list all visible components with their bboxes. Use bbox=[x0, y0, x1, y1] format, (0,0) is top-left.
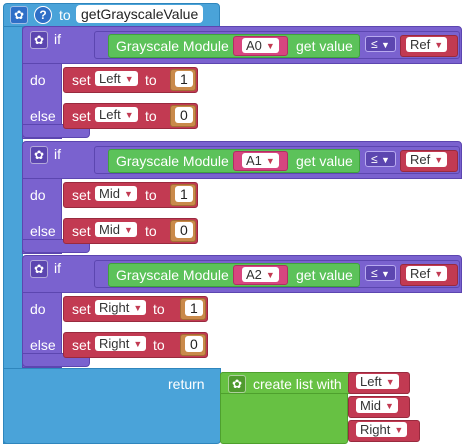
get-value-label: get value bbox=[296, 267, 353, 283]
ref-value: Ref bbox=[410, 266, 431, 281]
dropdown-arrow-icon: ▼ bbox=[124, 109, 134, 120]
set-variable-dropdown[interactable]: Mid ▼ bbox=[95, 186, 137, 201]
number-field[interactable]: 0 bbox=[185, 336, 203, 352]
if-label: if bbox=[54, 260, 61, 276]
dropdown-arrow-icon: ▼ bbox=[265, 155, 275, 166]
dropdown-arrow-icon: ▼ bbox=[265, 269, 275, 280]
operator-value: ≤ bbox=[371, 266, 378, 280]
list-item-dropdown[interactable]: Right ▼ bbox=[356, 422, 408, 437]
get-value-label: get value bbox=[296, 38, 353, 54]
list-item-name: Right bbox=[360, 422, 391, 437]
dropdown-arrow-icon: ▼ bbox=[434, 268, 444, 279]
dropdown-arrow-icon: ▼ bbox=[133, 338, 143, 349]
to-label: to bbox=[153, 301, 165, 317]
dropdown-arrow-icon: ▼ bbox=[380, 155, 390, 165]
list-item-name: Mid bbox=[360, 398, 381, 413]
if-label: if bbox=[54, 146, 61, 162]
dropdown-arrow-icon: ▼ bbox=[123, 224, 133, 235]
set-label: set bbox=[72, 223, 91, 239]
number-field[interactable]: 1 bbox=[175, 186, 193, 202]
pin-value: A2 bbox=[246, 267, 262, 282]
ref-dropdown[interactable]: Ref ▼ bbox=[406, 152, 448, 167]
operator-value: ≤ bbox=[371, 37, 378, 51]
list-gear-icon[interactable]: ✿ bbox=[228, 375, 246, 393]
procedure-keyword: to bbox=[59, 7, 71, 23]
number-field[interactable]: 1 bbox=[175, 71, 193, 87]
variable-name: Mid bbox=[99, 222, 120, 237]
pin-value: A0 bbox=[246, 38, 262, 53]
variable-name: Right bbox=[99, 300, 130, 315]
to-label: to bbox=[153, 337, 165, 353]
pin-dropdown[interactable]: A0 ▼ bbox=[242, 38, 279, 53]
set-variable-dropdown[interactable]: Mid ▼ bbox=[95, 222, 137, 237]
pin-dropdown[interactable]: A1 ▼ bbox=[242, 153, 279, 168]
grayscale-module-label: Grayscale Module bbox=[116, 267, 229, 283]
else-label: else bbox=[30, 223, 56, 239]
set-label: set bbox=[72, 187, 91, 203]
return-label: return bbox=[168, 376, 205, 392]
do-label: do bbox=[30, 72, 46, 88]
ref-value: Ref bbox=[410, 152, 431, 167]
list-item-dropdown[interactable]: Mid ▼ bbox=[356, 398, 398, 413]
variable-name: Right bbox=[99, 336, 130, 351]
set-label: set bbox=[72, 337, 91, 353]
number-field[interactable]: 1 bbox=[185, 300, 203, 316]
to-label: to bbox=[145, 72, 157, 88]
dropdown-arrow-icon: ▼ bbox=[124, 73, 134, 84]
procedure-gear-icon[interactable]: ✿ bbox=[10, 6, 28, 24]
grayscale-module-label: Grayscale Module bbox=[116, 153, 229, 169]
set-label: set bbox=[72, 72, 91, 88]
dropdown-arrow-icon: ▼ bbox=[434, 39, 444, 50]
to-label: to bbox=[145, 108, 157, 124]
if-gear-icon[interactable]: ✿ bbox=[30, 31, 48, 49]
dropdown-arrow-icon: ▼ bbox=[380, 269, 390, 279]
if-gear-icon[interactable]: ✿ bbox=[30, 146, 48, 164]
dropdown-arrow-icon: ▼ bbox=[380, 40, 390, 50]
dropdown-arrow-icon: ▼ bbox=[394, 424, 404, 435]
number-field[interactable]: 0 bbox=[175, 222, 193, 238]
if-label: if bbox=[54, 31, 61, 47]
set-variable-dropdown[interactable]: Left ▼ bbox=[95, 71, 138, 86]
dropdown-arrow-icon: ▼ bbox=[133, 302, 143, 313]
to-label: to bbox=[145, 223, 157, 239]
variable-name: Mid bbox=[99, 186, 120, 201]
pin-dropdown[interactable]: A2 ▼ bbox=[242, 267, 279, 282]
else-label: else bbox=[30, 337, 56, 353]
to-label: to bbox=[145, 187, 157, 203]
dropdown-arrow-icon: ▼ bbox=[384, 400, 394, 411]
procedure-name-field[interactable]: getGrayscaleValue bbox=[76, 5, 204, 23]
operator-dropdown[interactable]: ≤ ▼ bbox=[365, 36, 396, 52]
if-gear-icon[interactable]: ✿ bbox=[30, 260, 48, 278]
dropdown-arrow-icon: ▼ bbox=[385, 376, 395, 387]
grayscale-module-label: Grayscale Module bbox=[116, 38, 229, 54]
ref-dropdown[interactable]: Ref ▼ bbox=[406, 37, 448, 52]
number-field[interactable]: 0 bbox=[175, 107, 193, 123]
do-label: do bbox=[30, 301, 46, 317]
operator-value: ≤ bbox=[371, 152, 378, 166]
ref-dropdown[interactable]: Ref ▼ bbox=[406, 266, 448, 281]
procedure-bottom bbox=[3, 368, 221, 444]
variable-name: Left bbox=[99, 107, 121, 122]
set-variable-dropdown[interactable]: Right ▼ bbox=[95, 300, 147, 315]
pin-value: A1 bbox=[246, 153, 262, 168]
list-item-dropdown[interactable]: Left ▼ bbox=[356, 374, 399, 389]
dropdown-arrow-icon: ▼ bbox=[265, 40, 275, 51]
else-label: else bbox=[30, 108, 56, 124]
variable-name: Left bbox=[99, 71, 121, 86]
help-icon[interactable]: ? bbox=[34, 6, 52, 24]
dropdown-arrow-icon: ▼ bbox=[434, 154, 444, 165]
set-variable-dropdown[interactable]: Left ▼ bbox=[95, 107, 138, 122]
operator-dropdown[interactable]: ≤ ▼ bbox=[365, 265, 396, 281]
ref-value: Ref bbox=[410, 37, 431, 52]
list-item-name: Left bbox=[360, 374, 382, 389]
do-label: do bbox=[30, 187, 46, 203]
operator-dropdown[interactable]: ≤ ▼ bbox=[365, 151, 396, 167]
get-value-label: get value bbox=[296, 153, 353, 169]
set-label: set bbox=[72, 108, 91, 124]
set-variable-dropdown[interactable]: Right ▼ bbox=[95, 336, 147, 351]
create-list-label: create list with bbox=[253, 376, 342, 392]
set-label: set bbox=[72, 301, 91, 317]
dropdown-arrow-icon: ▼ bbox=[123, 188, 133, 199]
